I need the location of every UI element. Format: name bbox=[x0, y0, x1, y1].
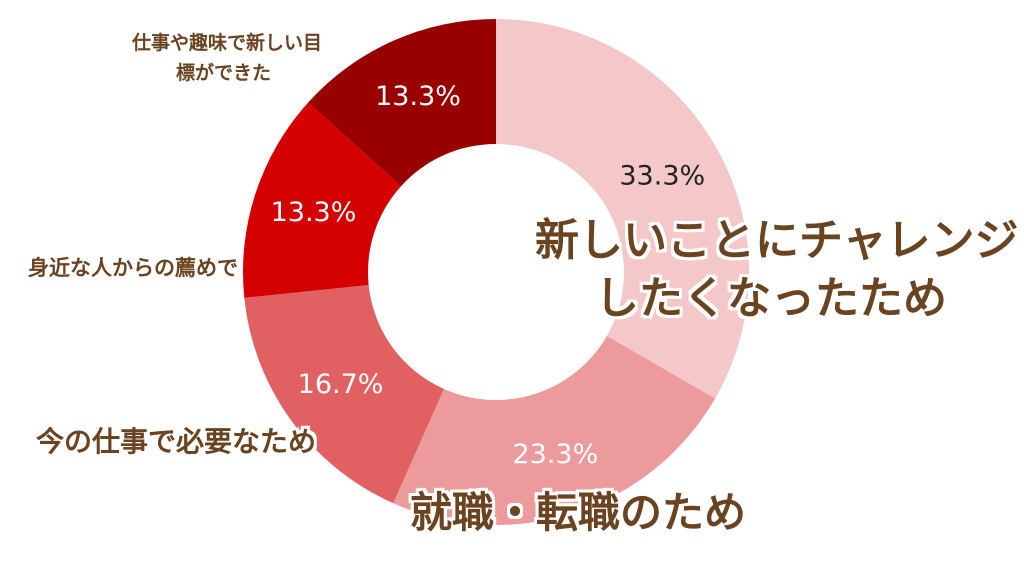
donut-slice bbox=[393, 336, 716, 526]
category-label: 身近な人からの薦めで bbox=[28, 254, 238, 282]
category-label: 新しいことにチャレンジ したくなったため bbox=[535, 212, 1019, 328]
category-label-line: 就職・転職のため bbox=[410, 488, 747, 537]
slice-value-label: 13.3% bbox=[375, 81, 461, 112]
donut-slice bbox=[308, 19, 496, 187]
category-label: 今の仕事で必要なため bbox=[36, 424, 316, 460]
slice-value-label: 33.3% bbox=[619, 161, 705, 192]
slice-value-label: 13.3% bbox=[271, 197, 357, 228]
donut-slice bbox=[244, 285, 445, 504]
category-label-line: 仕事や趣味で新しい目 bbox=[132, 32, 323, 54]
donut-slice bbox=[496, 19, 750, 399]
slice-value-label: 16.7% bbox=[298, 369, 384, 400]
category-label-line: 今の仕事で必要なため bbox=[36, 425, 317, 458]
category-label-line: 身近な人からの薦めで bbox=[28, 256, 238, 280]
slice-value-label: 23.3% bbox=[512, 439, 598, 470]
category-label: 仕事や趣味で新しい目 標ができた bbox=[132, 28, 322, 88]
category-label-line: 新しいことにチャレンジ bbox=[535, 215, 1019, 266]
category-label-line: 標ができた bbox=[176, 62, 272, 84]
category-label-line: したくなったため bbox=[595, 273, 947, 324]
donut-slice bbox=[243, 102, 401, 298]
category-label: 就職・転職のため bbox=[410, 486, 746, 540]
